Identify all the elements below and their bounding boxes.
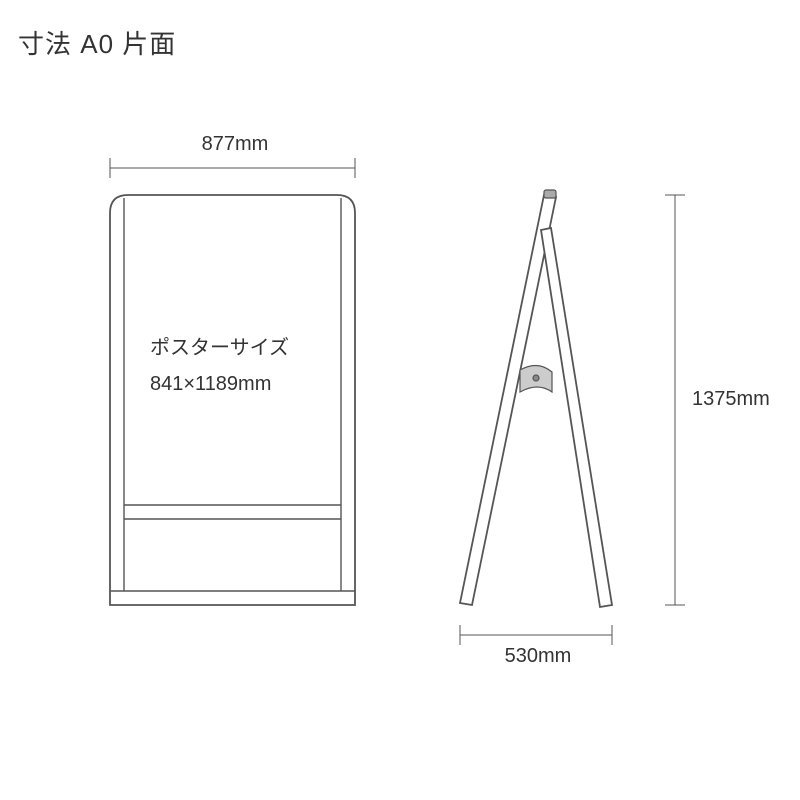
dim-height-label: 1375mm <box>692 388 782 411</box>
side-view <box>0 0 800 800</box>
diagram-canvas: 寸法 A0 片面 ポスターサイズ 841×1189mm 877mm <box>0 0 800 800</box>
dim-depth-label: 530mm <box>498 645 578 668</box>
